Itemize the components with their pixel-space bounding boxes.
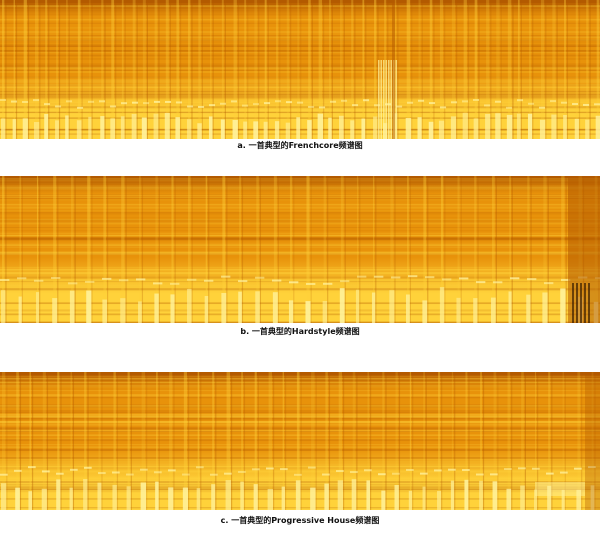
spectrogram-image-hardstyle [0, 176, 600, 323]
spectrogram-image-frenchcore [0, 0, 600, 139]
spectrogram-image-progressive-house [0, 372, 600, 510]
spectrogram-progressive-house [0, 372, 600, 510]
caption-frenchcore: a. 一首典型的Frenchcore频谱图 [237, 141, 363, 150]
spectrogram-hardstyle [0, 176, 600, 323]
spectrogram-texture [0, 372, 600, 510]
caption-hardstyle: b. 一首典型的Hardstyle频谱图 [240, 327, 360, 336]
spectrogram-texture [0, 176, 600, 323]
spectrogram-texture [0, 0, 600, 139]
caption-progressive-house: c. 一首典型的Progressive House频谱图 [220, 516, 380, 525]
spectrogram-frenchcore [0, 0, 600, 139]
